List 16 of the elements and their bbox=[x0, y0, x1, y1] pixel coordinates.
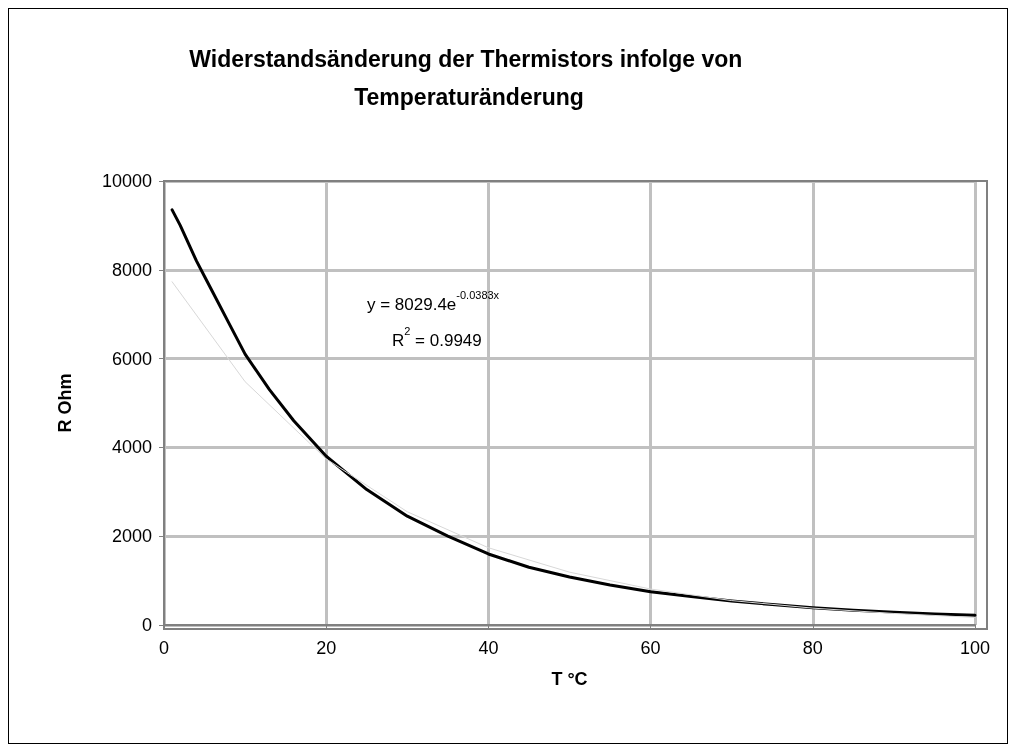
y-tick-label: 8000 bbox=[111, 259, 152, 280]
x-tick-label: 40 bbox=[478, 638, 499, 658]
x-tick-label: 60 bbox=[640, 638, 661, 658]
y-tick-label: 4000 bbox=[111, 437, 152, 458]
y-tick-label: 2000 bbox=[111, 526, 152, 547]
y-axis-title: R Ohm bbox=[55, 373, 75, 433]
chart-title: Widerstandsänderung der Thermistors infolge von Temperaturänderung bbox=[189, 46, 749, 110]
x-tick-label: 100 bbox=[959, 638, 991, 658]
x-axis-title: T °C bbox=[551, 669, 588, 689]
x-tick-label: 0 bbox=[158, 638, 170, 658]
x-tick-label: 20 bbox=[316, 638, 337, 658]
y-tick-label: 10000 bbox=[101, 171, 152, 191]
y-tick-label: 0 bbox=[141, 615, 152, 635]
y-tick-label: 6000 bbox=[111, 348, 152, 369]
line-series bbox=[171, 281, 976, 618]
x-tick-label: 80 bbox=[802, 638, 823, 658]
